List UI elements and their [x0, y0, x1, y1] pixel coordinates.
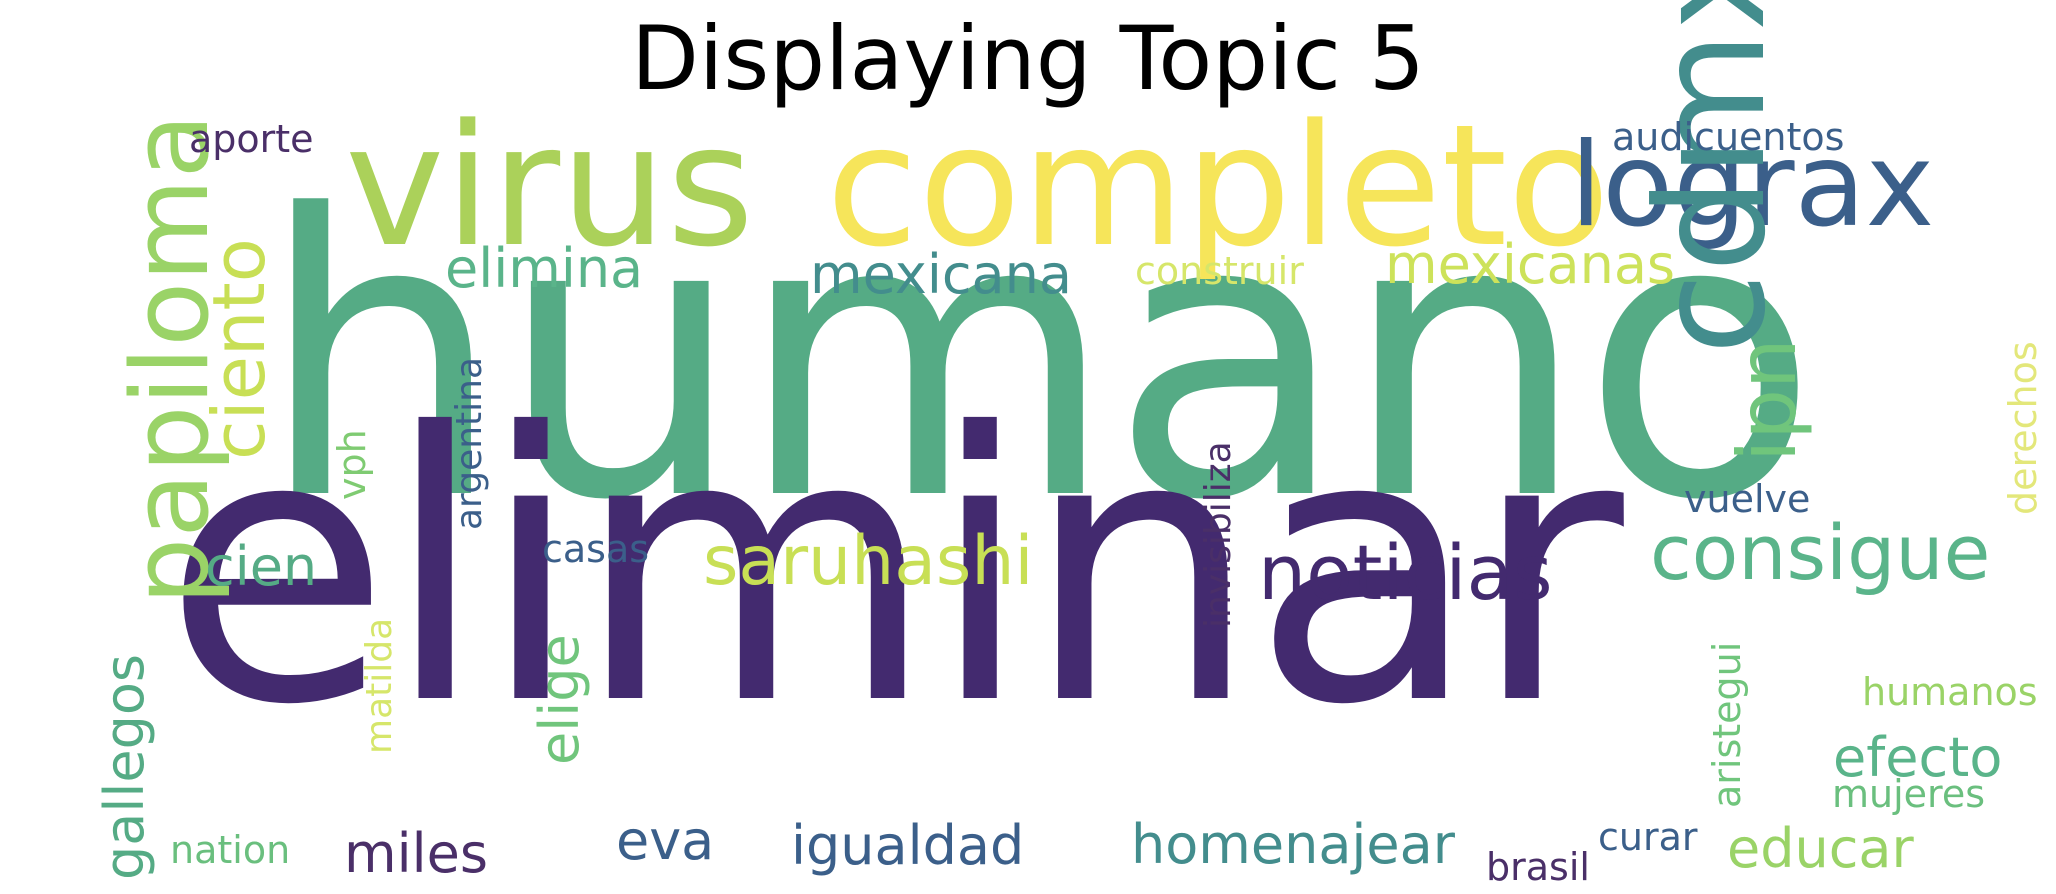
word-matilda: matilda: [359, 617, 400, 754]
word-completo: completo: [826, 88, 1611, 284]
word-elige: elige: [528, 634, 591, 765]
word-audicuentos: audicuentos: [1612, 115, 1845, 159]
word-vuelve: vuelve: [1684, 477, 1811, 521]
word-elimina: elimina: [445, 237, 644, 300]
word-casas: casas: [542, 527, 650, 571]
word-eva: eva: [616, 809, 715, 872]
word-efecto: efecto: [1833, 726, 2003, 789]
word-homenajear: homenajear: [1131, 813, 1455, 876]
word-educar: educar: [1727, 817, 1914, 880]
word-consigue: consigue: [1650, 508, 1991, 597]
word-mujeres: mujeres: [1832, 772, 1986, 816]
word-aristegui: aristegui: [1705, 641, 1749, 808]
word-invisibiliza: invisibiliza: [1198, 441, 1239, 628]
word-saruhashi: saruhashi: [703, 522, 1034, 601]
chart-title: Displaying Topic 5: [631, 7, 1425, 110]
word-vph: vph: [330, 429, 374, 500]
word-mexicanas: mexicanas: [1385, 233, 1676, 296]
word-igualdad: igualdad: [791, 814, 1025, 877]
word-curar: curar: [1598, 815, 1698, 859]
word-brasil: brasil: [1486, 845, 1590, 889]
word-gallegos: gallegos: [93, 653, 156, 880]
word-nation: nation: [170, 828, 291, 872]
word-noticias: noticias: [1258, 528, 1553, 617]
word-ipn: ipn: [1721, 338, 1814, 462]
word-cdmx: cdmx: [1625, 0, 1799, 355]
word-miles: miles: [344, 822, 488, 885]
word-mexicana: mexicana: [810, 243, 1072, 306]
word-aporte: aporte: [189, 117, 314, 161]
word-humanos: humanos: [1862, 670, 2038, 714]
word-virus: virus: [345, 88, 755, 284]
word-eliminar: eliminar: [163, 356, 1624, 786]
word-lograx: lograx: [1570, 118, 1935, 253]
word-ciento: ciento: [197, 238, 281, 460]
word-derechos: derechos: [2001, 341, 2045, 515]
word-cien: cien: [205, 535, 318, 598]
word-construir: construir: [1135, 249, 1304, 293]
word-argentina: argentina: [449, 356, 490, 530]
word-humano: humano: [258, 133, 1819, 585]
